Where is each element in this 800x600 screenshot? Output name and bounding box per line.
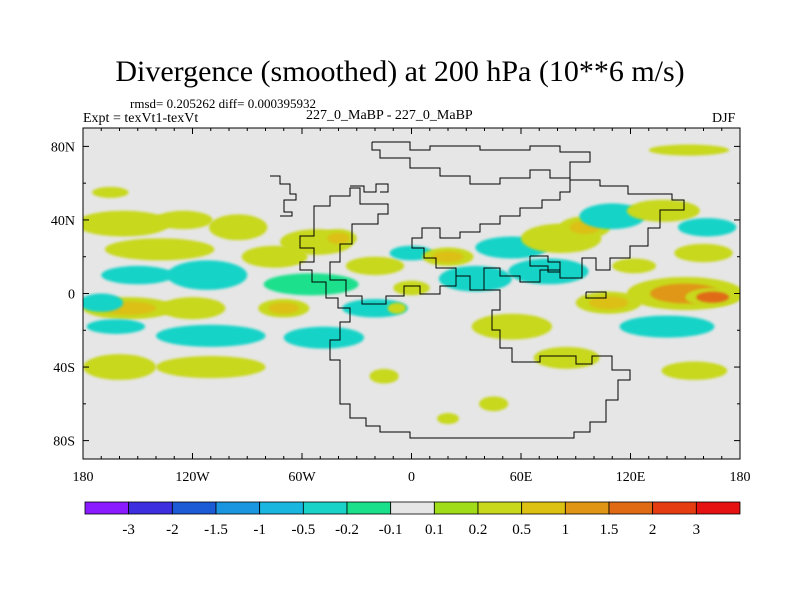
colorbar-swatch bbox=[302, 501, 348, 515]
y-tick-label: 80N bbox=[51, 140, 75, 155]
colorbar-label: -0.5 bbox=[291, 522, 315, 538]
divergence-blob bbox=[159, 297, 226, 320]
stats-label: rmsd= 0.205262 diff= 0.000395932 bbox=[130, 96, 316, 111]
divergence-blob-core bbox=[588, 296, 629, 310]
colorbar-swatch bbox=[433, 501, 479, 515]
colorbar-swatch bbox=[171, 501, 217, 515]
island-outline-4 bbox=[585, 291, 607, 299]
colorbar-label: 1.5 bbox=[600, 522, 619, 538]
colorbar-label: 1 bbox=[562, 522, 570, 538]
colorbar: -3 -2 -1.5 -1 -0.5 -0.2 -0.1 0.1 0.2 0.5 1 1.5 2 3 bbox=[84, 501, 741, 538]
experiment-label: Expt = texVt1-texVt bbox=[83, 111, 199, 126]
divergence-blob bbox=[533, 346, 600, 369]
colorbar-swatch bbox=[608, 501, 654, 515]
y-tick-label: 80S bbox=[53, 435, 75, 450]
divergence-blob bbox=[241, 245, 308, 268]
colorbar-label: 0.2 bbox=[469, 522, 488, 538]
season-label: DJF bbox=[712, 111, 736, 126]
divergence-blob bbox=[612, 258, 657, 274]
x-tick-label: 120E bbox=[616, 470, 646, 485]
colorbar-swatch bbox=[652, 501, 697, 515]
divergence-blob bbox=[83, 354, 156, 380]
colorbar-swatch bbox=[84, 501, 130, 515]
divergence-blob bbox=[101, 265, 175, 285]
y-tick-label: 0 bbox=[68, 288, 75, 303]
colorbar-label: -3 bbox=[122, 522, 135, 538]
divergence-blob bbox=[86, 319, 146, 334]
divergence-blob-core bbox=[327, 232, 350, 244]
divergence-field bbox=[83, 144, 740, 425]
colorbar-label: -0.2 bbox=[335, 522, 359, 538]
divergence-blob bbox=[619, 315, 715, 338]
divergence-blob bbox=[438, 265, 512, 292]
divergence-blob bbox=[674, 243, 733, 263]
colorbar-swatch bbox=[390, 501, 435, 515]
island-outline-3 bbox=[529, 255, 561, 273]
divergence-blob bbox=[479, 396, 509, 412]
colorbar-label: -0.1 bbox=[379, 522, 403, 538]
colorbar-swatch bbox=[477, 501, 523, 515]
divergence-blob bbox=[345, 256, 405, 276]
divergence-blob bbox=[369, 368, 399, 384]
colorbar-label: 0.1 bbox=[425, 522, 444, 538]
divergence-blob bbox=[83, 210, 171, 237]
divergence-blob-core bbox=[432, 251, 464, 263]
x-tick-label: 60W bbox=[288, 470, 316, 485]
divergence-blob bbox=[393, 280, 430, 296]
divergence-blob bbox=[437, 413, 459, 425]
colorbar-swatch bbox=[564, 501, 610, 515]
colorbar-swatch bbox=[521, 501, 566, 515]
divergence-blob bbox=[648, 144, 730, 156]
colorbar-label: 0.5 bbox=[512, 522, 531, 538]
case-label: 227_0_MaBP - 227_0_MaBP bbox=[306, 108, 473, 123]
colorbar-swatch bbox=[259, 501, 304, 515]
y-tick-label: 40N bbox=[51, 214, 75, 229]
colorbar-label: -2 bbox=[166, 522, 179, 538]
divergence-blob bbox=[166, 260, 248, 290]
divergence-blob bbox=[83, 293, 124, 312]
colorbar-swatch bbox=[215, 501, 261, 515]
divergence-blob bbox=[156, 324, 266, 347]
colorbar-label: 2 bbox=[649, 522, 657, 538]
x-tick-label: 180 bbox=[73, 470, 94, 485]
colorbar-swatch bbox=[128, 501, 173, 515]
divergence-blob-core bbox=[268, 302, 300, 314]
chart-title: Divergence (smoothed) at 200 hPa (10**6 … bbox=[115, 55, 685, 88]
continent-outline-south bbox=[299, 187, 631, 439]
divergence-blob bbox=[263, 273, 359, 296]
divergence-blob bbox=[154, 210, 213, 230]
divergence-blob bbox=[104, 238, 215, 261]
divergence-blob bbox=[92, 186, 129, 198]
divergence-blob bbox=[677, 218, 737, 237]
colorbar-label: -1.5 bbox=[204, 522, 228, 538]
divergence-blob bbox=[156, 356, 266, 379]
x-tick-label: 120W bbox=[175, 470, 210, 485]
y-tick-label: 40S bbox=[53, 361, 75, 376]
x-tick-label: 0 bbox=[408, 470, 415, 485]
colorbar-swatch bbox=[695, 501, 741, 515]
divergence-blob bbox=[208, 214, 268, 241]
x-tick-label: 60E bbox=[510, 470, 533, 485]
divergence-blob-core bbox=[696, 291, 730, 303]
island-outline-2 bbox=[350, 183, 389, 193]
x-tick-label: 180 bbox=[730, 470, 751, 485]
divergence-blob bbox=[387, 302, 407, 314]
x-axis: 180 120W 60W 0 60E 120E 180 bbox=[73, 128, 751, 485]
divergence-blob bbox=[283, 326, 365, 349]
colorbar-label: -1 bbox=[253, 522, 266, 538]
colorbar-swatch bbox=[346, 501, 392, 515]
island-outline bbox=[270, 175, 297, 217]
colorbar-label: 3 bbox=[693, 522, 701, 538]
y-axis: 80N 40N 0 40S 80S bbox=[51, 140, 740, 450]
divergence-blob bbox=[342, 299, 408, 318]
divergence-blob bbox=[471, 313, 553, 340]
divergence-blob bbox=[661, 361, 728, 380]
divergence-blob bbox=[626, 199, 700, 222]
